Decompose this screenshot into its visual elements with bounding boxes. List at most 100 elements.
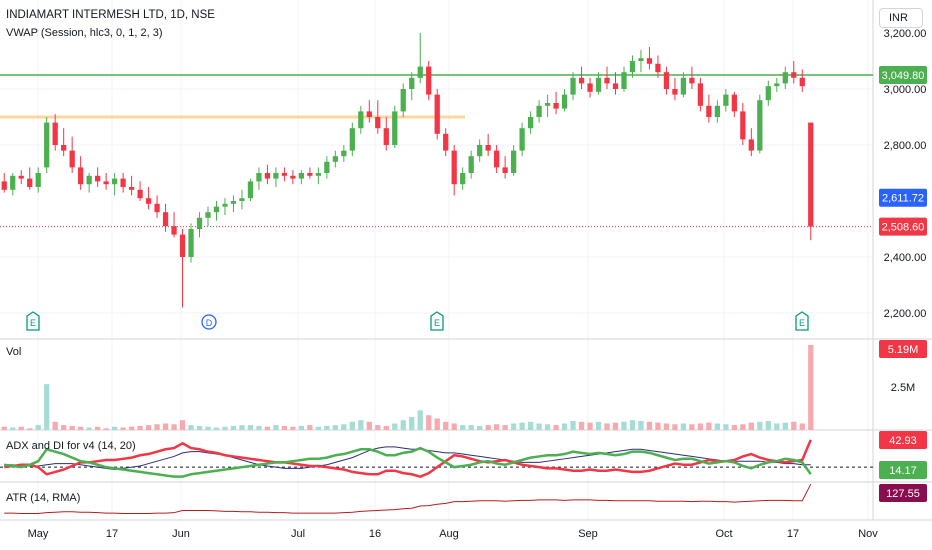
volume-bar xyxy=(298,425,305,430)
volume-bar xyxy=(290,426,296,430)
time-axis[interactable]: May 17 Jun Jul 16 Aug Sep Oct 17 Nov xyxy=(28,528,879,540)
time-axis-label: 17 xyxy=(787,528,799,540)
price-scale[interactable]: 3,200.00 3,000.00 2,800.00 2,400.00 2,200.00… xyxy=(879,28,927,502)
adx-pane-label[interactable]: ADX and DI for v4 (14, 20) xyxy=(6,440,136,452)
candle-body xyxy=(655,63,661,73)
candle-body xyxy=(256,173,262,182)
level-price-badge: 3,049.80 xyxy=(882,70,925,82)
candle-body xyxy=(477,145,483,157)
candle-body xyxy=(171,226,177,235)
volume-bar xyxy=(570,420,576,430)
volume-bar xyxy=(86,427,92,430)
volume-bar xyxy=(366,421,372,430)
event-marker[interactable]: E xyxy=(430,311,444,331)
plus-di-badge: 14.17 xyxy=(889,465,917,477)
volume-bar xyxy=(179,420,186,430)
candle-body xyxy=(510,150,517,173)
earnings-marker-icon xyxy=(795,311,809,331)
volume-bar xyxy=(10,427,16,430)
volume-bar xyxy=(502,425,508,430)
volume-bar xyxy=(273,425,279,430)
volume-bar xyxy=(494,424,500,430)
volume-bar xyxy=(740,424,746,430)
candle-body xyxy=(689,77,695,84)
candle-body xyxy=(61,145,67,151)
candle-body xyxy=(69,150,75,168)
candle-body xyxy=(680,77,687,95)
volume-bar xyxy=(553,425,559,430)
candle-body xyxy=(366,111,372,117)
candle-body xyxy=(358,111,364,129)
candle-body xyxy=(44,122,50,168)
volume-bar xyxy=(315,426,321,430)
candle-body xyxy=(740,111,746,140)
volume-bar xyxy=(587,422,593,430)
candle-body xyxy=(52,122,58,145)
event-marker-label: E xyxy=(434,318,440,328)
event-marker[interactable]: E xyxy=(26,311,40,331)
candles-series xyxy=(1,33,814,308)
volume-bar xyxy=(604,423,610,430)
time-axis-label: Sep xyxy=(578,528,598,540)
candle-body xyxy=(341,150,347,157)
volume-pane-label[interactable]: Vol xyxy=(6,346,22,358)
volume-bar xyxy=(544,424,551,430)
atr-pane-label[interactable]: ATR (14, RMA) xyxy=(6,492,81,504)
candle-body xyxy=(426,66,432,95)
candle-body xyxy=(103,181,109,185)
candle-body xyxy=(230,201,237,204)
atr-series xyxy=(4,483,812,515)
volume-bar xyxy=(196,425,203,430)
candle-body xyxy=(247,181,254,199)
candle-body xyxy=(544,103,551,106)
vwap-indicator-label[interactable]: VWAP (Session, hlc3, 0, 1, 2, 3) xyxy=(6,27,163,39)
volume-bar xyxy=(1,426,7,430)
event-marker[interactable]: E xyxy=(795,311,809,331)
candle-body xyxy=(578,77,585,84)
earnings-marker-icon xyxy=(26,311,40,331)
volume-bar xyxy=(52,421,58,430)
time-axis-label: Oct xyxy=(715,528,732,540)
volume-bar xyxy=(400,420,406,430)
candle-body xyxy=(86,175,92,185)
candle-body xyxy=(273,173,279,179)
time-axis-label: Nov xyxy=(858,528,878,540)
candle-body xyxy=(162,212,169,227)
volume-bar xyxy=(324,425,330,430)
time-axis-label: 17 xyxy=(106,528,118,540)
candle-body xyxy=(290,175,296,179)
candle-body xyxy=(324,161,330,173)
volume-bar xyxy=(264,426,271,430)
volume-bar xyxy=(128,426,135,430)
candle-body xyxy=(723,94,729,106)
volume-bar xyxy=(171,424,177,430)
price-tick-label: 2,800.00 xyxy=(884,140,927,152)
volume-bar xyxy=(44,384,50,430)
volume-bar xyxy=(706,422,712,430)
volume-bar xyxy=(332,425,338,430)
candle-body xyxy=(120,178,126,187)
candle-body xyxy=(595,77,602,92)
candle-body xyxy=(629,61,636,73)
event-marker[interactable]: D xyxy=(201,314,217,330)
volume-bar xyxy=(145,425,152,430)
candle-body xyxy=(502,167,508,173)
adx-line xyxy=(4,446,811,471)
candle-body xyxy=(27,178,33,187)
candle-body xyxy=(697,83,704,106)
minus-di-line xyxy=(4,439,812,478)
volume-bar xyxy=(205,426,211,430)
volume-bar xyxy=(443,421,449,430)
volume-bar xyxy=(460,425,466,430)
currency-button[interactable]: INR xyxy=(879,8,923,28)
event-marker-label: E xyxy=(30,318,36,328)
candle-body xyxy=(553,103,559,109)
volume-bar xyxy=(680,423,687,430)
last-price-badge-bg xyxy=(879,217,927,236)
candle-body xyxy=(409,77,415,89)
candle-body xyxy=(791,72,797,78)
volume-bar xyxy=(527,421,534,430)
candle-body xyxy=(536,105,542,117)
